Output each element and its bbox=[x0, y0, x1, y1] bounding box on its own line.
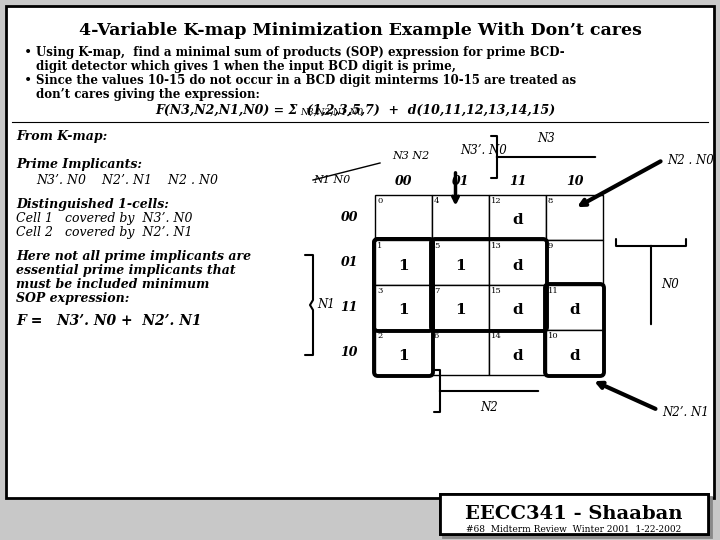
Text: don’t cares giving the expression:: don’t cares giving the expression: bbox=[36, 88, 260, 101]
Bar bbox=[375, 285, 432, 330]
Bar bbox=[489, 240, 546, 285]
Text: 0: 0 bbox=[377, 197, 382, 205]
Bar bbox=[546, 195, 603, 240]
Text: d: d bbox=[570, 303, 580, 318]
Bar bbox=[375, 195, 432, 240]
Text: From K-map:: From K-map: bbox=[16, 130, 107, 143]
Text: d: d bbox=[512, 213, 523, 227]
Text: 00: 00 bbox=[341, 211, 358, 224]
Bar bbox=[432, 285, 489, 330]
Text: Here not all prime implicants are: Here not all prime implicants are bbox=[16, 250, 251, 263]
Bar bbox=[432, 330, 489, 375]
Bar bbox=[375, 330, 432, 375]
Bar bbox=[489, 285, 546, 330]
Bar bbox=[432, 195, 489, 240]
Text: N3’. N0    N2’. N1    N2 . N0: N3’. N0 N2’. N1 N2 . N0 bbox=[36, 174, 218, 187]
Text: 3: 3 bbox=[377, 287, 382, 295]
Text: 1: 1 bbox=[398, 303, 409, 318]
Bar bbox=[443, 497, 711, 537]
Text: 4: 4 bbox=[434, 197, 439, 205]
Bar bbox=[489, 330, 546, 375]
Text: 12: 12 bbox=[491, 197, 502, 205]
Text: N2: N2 bbox=[480, 401, 498, 414]
Text: •: • bbox=[24, 46, 32, 60]
Text: N3 N2: N3 N2 bbox=[392, 151, 429, 161]
Text: 1: 1 bbox=[455, 303, 466, 318]
Text: •: • bbox=[24, 74, 32, 88]
Text: 10: 10 bbox=[341, 346, 358, 359]
Bar bbox=[546, 285, 603, 330]
Bar bbox=[440, 494, 708, 534]
Bar bbox=[375, 240, 432, 285]
Text: 11: 11 bbox=[341, 301, 358, 314]
Text: (1,2,3,5,7)  +  d(10,11,12,13,14,15): (1,2,3,5,7) + d(10,11,12,13,14,15) bbox=[298, 104, 555, 117]
Text: 9: 9 bbox=[548, 242, 554, 250]
Bar bbox=[432, 240, 489, 285]
Text: N3,N2,N1,N0: N3,N2,N1,N0 bbox=[300, 108, 363, 117]
Text: essential prime implicants that: essential prime implicants that bbox=[16, 264, 235, 277]
Text: EECC341 - Shaaban: EECC341 - Shaaban bbox=[465, 505, 683, 523]
Text: #68  Midterm Review  Winter 2001  1-22-2002: #68 Midterm Review Winter 2001 1-22-2002 bbox=[467, 525, 682, 535]
Bar bbox=[440, 494, 708, 534]
Text: d: d bbox=[512, 303, 523, 318]
Text: 8: 8 bbox=[548, 197, 554, 205]
Text: 13: 13 bbox=[491, 242, 502, 250]
Text: 7: 7 bbox=[434, 287, 439, 295]
Text: Prime Implicants:: Prime Implicants: bbox=[16, 158, 142, 171]
Text: Since the values 10-15 do not occur in a BCD digit minterms 10-15 are treated as: Since the values 10-15 do not occur in a… bbox=[36, 74, 576, 87]
Text: 6: 6 bbox=[434, 332, 439, 340]
Text: 01: 01 bbox=[451, 175, 469, 188]
Bar bbox=[489, 195, 546, 240]
Text: Using K-map,  find a minimal sum of products (SOP) expression for prime BCD-: Using K-map, find a minimal sum of produ… bbox=[36, 46, 564, 59]
Text: 1: 1 bbox=[398, 348, 409, 362]
Text: d: d bbox=[570, 348, 580, 362]
Text: 5: 5 bbox=[434, 242, 439, 250]
Bar bbox=[546, 330, 603, 375]
Text: N1: N1 bbox=[317, 299, 335, 312]
Text: Cell 1   covered by  N3’. N0: Cell 1 covered by N3’. N0 bbox=[16, 212, 192, 225]
Text: d: d bbox=[512, 259, 523, 273]
Text: 1: 1 bbox=[398, 259, 409, 273]
Text: Distinguished 1-cells:: Distinguished 1-cells: bbox=[16, 198, 169, 211]
Text: must be included minimum: must be included minimum bbox=[16, 278, 210, 291]
Text: N1 N0: N1 N0 bbox=[312, 175, 350, 185]
Text: N0: N0 bbox=[661, 279, 679, 292]
Text: N3’. N0: N3’. N0 bbox=[461, 144, 508, 157]
Text: SOP expression:: SOP expression: bbox=[16, 292, 130, 305]
Text: 01: 01 bbox=[341, 256, 358, 269]
Text: digit detector which gives 1 when the input BCD digit is prime,: digit detector which gives 1 when the in… bbox=[36, 60, 456, 73]
Text: F(N3,N2,N1,N0) = Σ: F(N3,N2,N1,N0) = Σ bbox=[155, 104, 297, 117]
Text: N2 . N0: N2 . N0 bbox=[667, 153, 714, 166]
Text: 4-Variable K-map Minimization Example With Don’t cares: 4-Variable K-map Minimization Example Wi… bbox=[78, 22, 642, 39]
Text: 14: 14 bbox=[491, 332, 502, 340]
Text: 1: 1 bbox=[377, 242, 382, 250]
Text: 11: 11 bbox=[548, 287, 559, 295]
Text: 10: 10 bbox=[548, 332, 559, 340]
Bar bbox=[546, 240, 603, 285]
Text: d: d bbox=[512, 348, 523, 362]
Text: 11: 11 bbox=[509, 175, 526, 188]
Text: F =   N3’. N0 +  N2’. N1: F = N3’. N0 + N2’. N1 bbox=[16, 314, 202, 328]
Text: 10: 10 bbox=[566, 175, 583, 188]
Text: 2: 2 bbox=[377, 332, 382, 340]
Text: Cell 2   covered by  N2’. N1: Cell 2 covered by N2’. N1 bbox=[16, 226, 192, 239]
Text: 1: 1 bbox=[455, 259, 466, 273]
Text: N2’. N1: N2’. N1 bbox=[662, 406, 708, 419]
Text: 15: 15 bbox=[491, 287, 502, 295]
Text: N3: N3 bbox=[537, 132, 555, 145]
Text: 00: 00 bbox=[395, 175, 413, 188]
